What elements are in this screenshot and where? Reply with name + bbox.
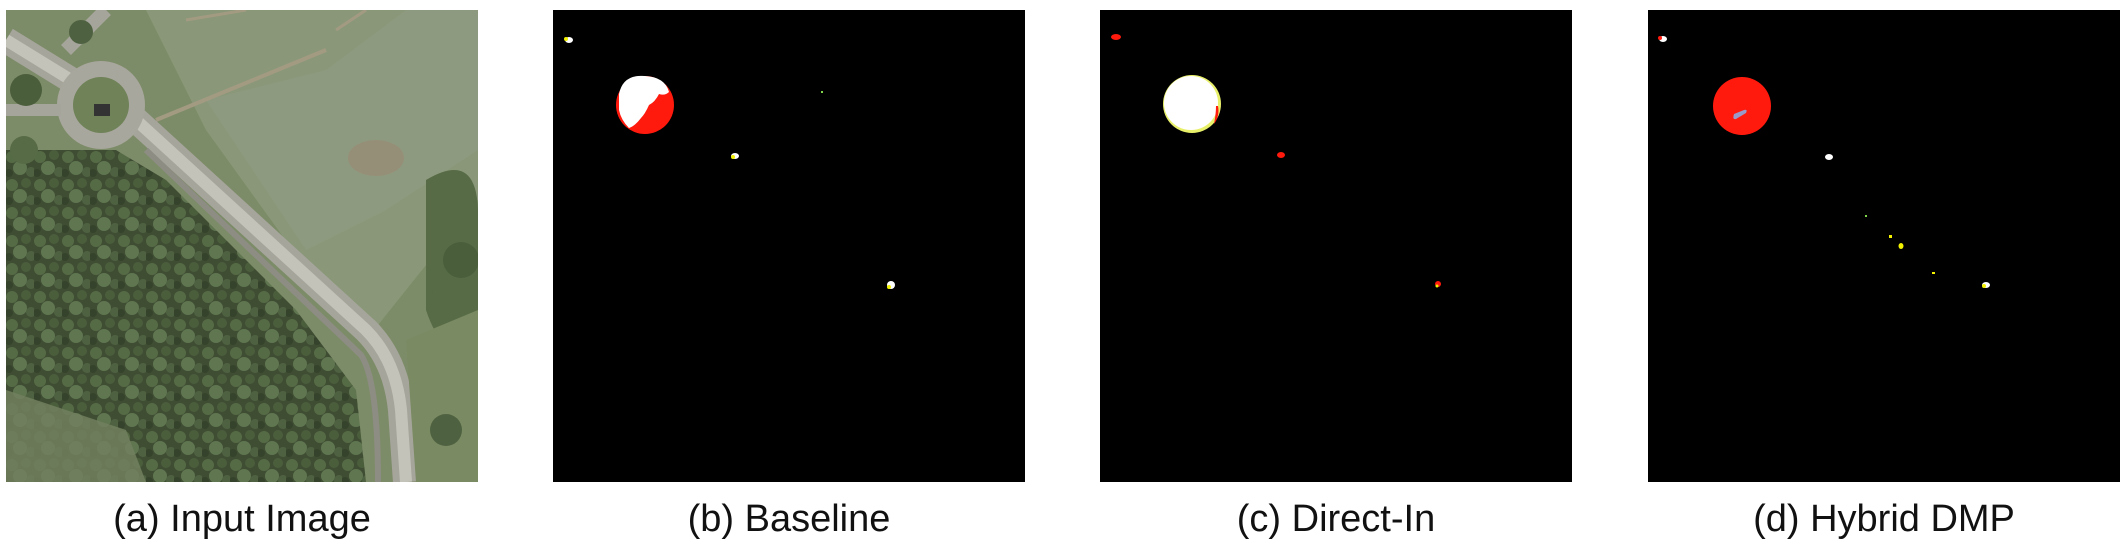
input-image-panel <box>6 10 478 482</box>
caption-hybrid-dmp: (d) Hybrid DMP <box>1753 498 2015 540</box>
baseline-mask <box>553 10 1025 482</box>
direct-in-mask-panel <box>1100 10 1572 482</box>
direct-in-mask <box>1100 10 1572 482</box>
satellite-image <box>6 10 478 482</box>
hybrid-dmp-mask-panel <box>1648 10 2120 482</box>
caption-baseline: (b) Baseline <box>687 498 891 540</box>
caption-direct-in: (c) Direct-In <box>1236 498 1436 540</box>
baseline-mask-panel <box>553 10 1025 482</box>
caption-input-image: (a) Input Image <box>113 498 371 540</box>
circle-region <box>1713 77 1771 135</box>
hybrid-dmp-mask <box>1648 10 2120 482</box>
